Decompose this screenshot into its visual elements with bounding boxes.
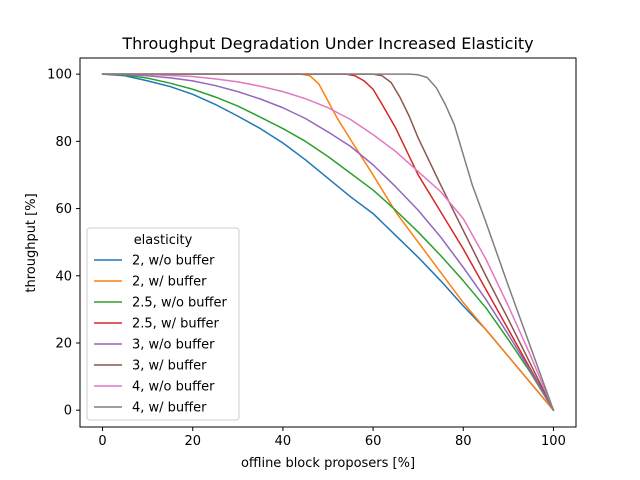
legend-entry-1: 2, w/ buffer (132, 275, 207, 290)
x-axis-label: offline block proposers [%] (241, 456, 415, 471)
legend-box (86, 227, 240, 421)
x-tick-label-3: 60 (365, 434, 382, 449)
y-tick-label-2: 40 (55, 269, 72, 284)
series-line-6 (101, 73, 555, 411)
x-tick-label-4: 80 (455, 434, 472, 449)
legend-entry-3: 2.5, w/ buffer (132, 317, 220, 332)
legend-entry-5: 3, w/ buffer (132, 359, 207, 374)
y-tick-label-3: 60 (55, 202, 72, 217)
series-line-2 (101, 73, 555, 411)
y-tick-label-1: 20 (55, 336, 72, 351)
legend-entry-6: 4, w/o buffer (132, 380, 215, 395)
x-tick-label-1: 20 (184, 434, 201, 449)
chart-title: Throughput Degradation Under Increased E… (121, 34, 533, 53)
series-line-7 (101, 73, 555, 411)
legend: elasticity 2, w/o buffer 2, w/ buffer 2.5, … (86, 227, 240, 421)
x-tick-label-2: 40 (275, 434, 292, 449)
y-tick-label-5: 100 (47, 68, 72, 83)
legend-entry-2: 2.5, w/o buffer (132, 296, 227, 311)
x-axis: 0 20 40 60 80 100 (98, 427, 566, 449)
legend-title: elasticity (134, 233, 193, 248)
series-layer (101, 73, 555, 411)
y-axis-label: throughput [%] (24, 193, 39, 292)
x-tick-label-5: 100 (541, 434, 566, 449)
legend-entry-4: 3, w/o buffer (132, 338, 215, 353)
y-tick-label-4: 80 (55, 135, 72, 150)
y-tick-label-0: 0 (64, 404, 72, 419)
y-axis: 0 20 40 60 80 100 (47, 68, 80, 419)
series-line-4 (101, 73, 555, 411)
legend-entry-0: 2, w/o buffer (132, 254, 215, 269)
plot-frame (79, 57, 577, 428)
legend-entry-7: 4, w/ buffer (132, 401, 207, 416)
x-tick-label-0: 0 (98, 434, 106, 449)
